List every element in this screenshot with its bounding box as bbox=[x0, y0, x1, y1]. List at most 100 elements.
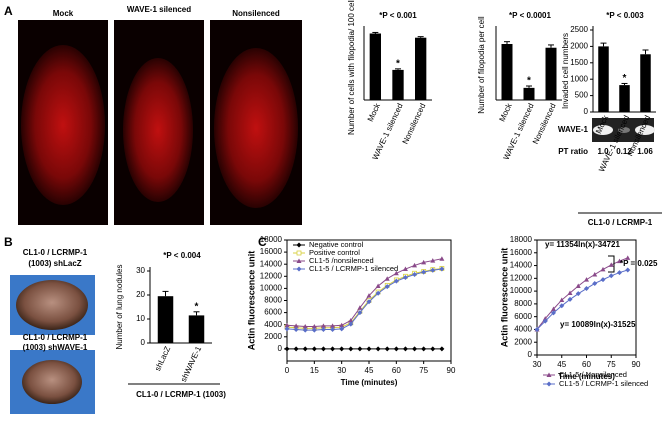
point bbox=[339, 346, 345, 352]
y-tick-label: 14000 bbox=[260, 259, 283, 268]
y-tick-label: 4000 bbox=[264, 320, 282, 329]
point bbox=[402, 266, 408, 272]
blot-band bbox=[618, 127, 630, 133]
legend-marker bbox=[296, 266, 302, 272]
point bbox=[584, 277, 589, 282]
blot-protein: WAVE-1 bbox=[558, 125, 589, 134]
annotation: *P < 0.0001 bbox=[509, 11, 551, 20]
bar bbox=[619, 85, 630, 112]
point bbox=[293, 323, 299, 328]
point bbox=[357, 305, 363, 310]
point bbox=[412, 271, 418, 277]
legend-label: Positive control bbox=[309, 248, 360, 257]
y-tick-label: 0 bbox=[584, 107, 589, 116]
x-tick-label: Mock bbox=[366, 101, 383, 123]
y-axis-label: Actin fluorescence unit bbox=[499, 248, 509, 348]
point bbox=[559, 303, 565, 309]
y-tick-label: 16000 bbox=[260, 247, 283, 256]
y-tick-label: 12000 bbox=[260, 271, 283, 280]
image-label: WAVE-1 silenced bbox=[127, 5, 191, 14]
blot-ratio: 1.0 bbox=[597, 147, 609, 156]
point bbox=[320, 346, 326, 352]
bar bbox=[501, 44, 513, 100]
bar bbox=[369, 33, 381, 100]
x-axis-label: Time (minutes) bbox=[558, 372, 615, 381]
x-tick-label: 75 bbox=[419, 366, 428, 375]
point bbox=[617, 270, 622, 276]
y-tick-label: 2500 bbox=[570, 25, 588, 34]
point bbox=[311, 327, 317, 333]
point bbox=[302, 327, 308, 333]
series-line bbox=[286, 267, 442, 329]
point bbox=[366, 299, 372, 305]
point bbox=[542, 318, 548, 324]
y-tick-label: 8000 bbox=[264, 296, 282, 305]
x-tick-label: 90 bbox=[447, 366, 456, 375]
x-tick-label: 45 bbox=[557, 360, 566, 369]
point bbox=[439, 256, 445, 261]
legend-label: CL1-5 /nonsilenced bbox=[309, 256, 374, 265]
point bbox=[625, 255, 631, 260]
lung-photos bbox=[10, 275, 95, 414]
y-tick-label: 1000 bbox=[570, 74, 588, 83]
blot-ratio: 1.06 bbox=[637, 147, 653, 156]
y-tick-label: 2000 bbox=[264, 332, 282, 341]
y-axis-label: Number of lung nodules bbox=[115, 265, 124, 350]
point bbox=[366, 346, 372, 352]
point bbox=[534, 326, 540, 332]
legend-label: CL1-5 / Nonsilenced bbox=[559, 370, 627, 379]
annotation: *P = 0.025 bbox=[620, 259, 658, 268]
legend-label: CL1-5 / LCRMP-1 silenced bbox=[309, 264, 398, 273]
y-tick-label: 12000 bbox=[510, 273, 533, 282]
y-tick-label: 18000 bbox=[260, 235, 283, 244]
point bbox=[357, 310, 363, 316]
point bbox=[439, 266, 445, 272]
series-line bbox=[286, 258, 442, 328]
point bbox=[284, 346, 290, 352]
point bbox=[412, 262, 418, 268]
point bbox=[375, 346, 381, 352]
x-axis-label: Time (minutes) bbox=[341, 378, 398, 387]
point bbox=[320, 323, 326, 328]
point bbox=[393, 270, 399, 276]
significance: * bbox=[195, 301, 199, 312]
point bbox=[339, 322, 345, 328]
point bbox=[402, 346, 408, 352]
point bbox=[412, 346, 418, 352]
y-tick-label: 6000 bbox=[264, 308, 282, 317]
legend-marker bbox=[296, 242, 302, 248]
plot-frame bbox=[536, 239, 637, 356]
point bbox=[311, 346, 317, 352]
annotation: *P < 0.001 bbox=[379, 11, 417, 20]
significance: * bbox=[527, 76, 531, 87]
point bbox=[293, 327, 299, 333]
x-tick-label: 30 bbox=[533, 360, 542, 369]
point bbox=[600, 266, 606, 272]
bar bbox=[523, 87, 535, 100]
point bbox=[600, 277, 606, 283]
series-line bbox=[286, 268, 442, 331]
legend-label: CL1-5 / LCRMP-1 silenced bbox=[559, 379, 648, 388]
x-tick-label: Nonsilenced bbox=[531, 102, 558, 146]
point bbox=[348, 317, 354, 323]
y-tick-label: 2000 bbox=[570, 42, 588, 51]
point bbox=[430, 267, 436, 273]
blot-band bbox=[635, 125, 655, 135]
legend-marker bbox=[546, 372, 552, 377]
x-tick-label: 60 bbox=[392, 366, 401, 375]
legend-label: Negative control bbox=[309, 240, 364, 249]
y-tick-label: 10000 bbox=[260, 284, 283, 293]
image-label: CL1-0 / LCRMP-1 bbox=[23, 248, 88, 257]
x-tick-label: 0 bbox=[285, 366, 290, 375]
point bbox=[393, 278, 399, 284]
y-tick-label: 16000 bbox=[510, 248, 533, 257]
y-tick-label: 0 bbox=[528, 350, 533, 359]
legend-marker bbox=[296, 250, 302, 256]
point bbox=[421, 346, 427, 352]
image-label: CL1-0 / LCRMP-1 bbox=[23, 333, 88, 342]
y-tick-label: 20 bbox=[136, 290, 145, 299]
point bbox=[330, 327, 336, 333]
point bbox=[567, 290, 573, 296]
y-tick-label: 18000 bbox=[510, 235, 533, 244]
y-axis-label: Number of filopodia per cell bbox=[477, 16, 486, 114]
